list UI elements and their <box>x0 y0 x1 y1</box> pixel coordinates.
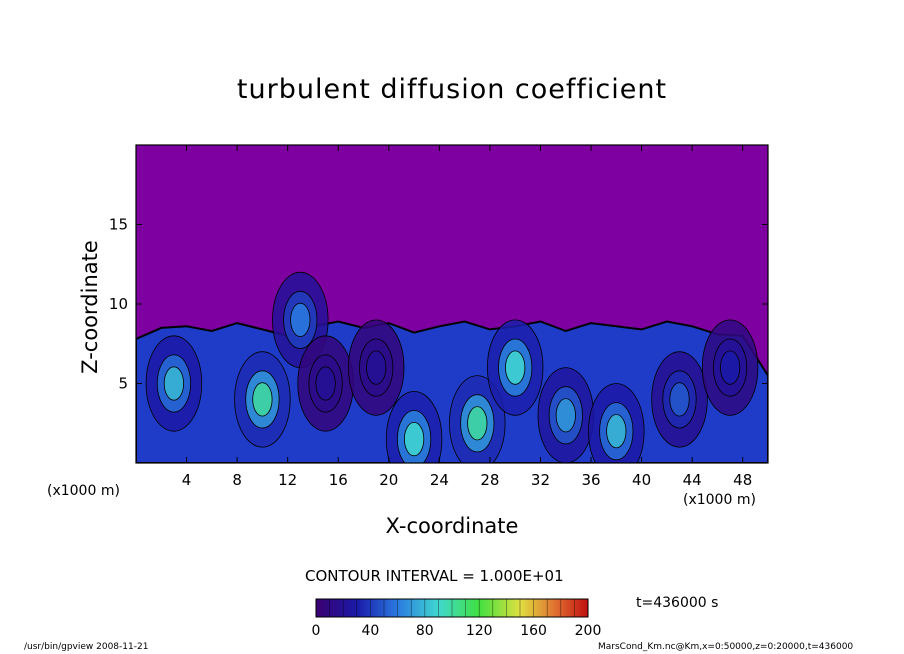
plume-10 <box>651 351 708 448</box>
plume-5 <box>385 391 443 463</box>
plume-0 <box>145 335 203 432</box>
footer-data-source: MarsCond_Km.nc@Km,x=0:50000,z=0:20000,t=… <box>598 642 854 652</box>
x-tick-label: 12 <box>278 471 297 489</box>
x-tick-label: 24 <box>430 471 449 489</box>
y-tick-label: 15 <box>109 216 128 234</box>
colorbar-contour-lines <box>315 599 589 617</box>
colorbar-tick-label: 40 <box>361 623 379 639</box>
y-tick-label: 5 <box>118 375 128 393</box>
x-tick-label: 20 <box>379 471 398 489</box>
chart-title: turbulent diffusion coefficient <box>236 74 668 105</box>
colorbar: 0 40 80 120 160 200 <box>312 598 602 639</box>
plume-1 <box>234 351 291 448</box>
plume-7 <box>487 319 544 416</box>
x-unit-label-right: (x1000 m) <box>683 492 756 508</box>
heatmap-field <box>136 271 768 463</box>
contour-interval-label: CONTOUR INTERVAL = 1.000E+01 <box>305 567 564 585</box>
y-axis: 5 10 15 <box>109 216 768 393</box>
x-unit-label-left: (x1000 m) <box>47 483 120 499</box>
colorbar-tick-label: 80 <box>416 623 434 639</box>
colorbar-tick-label: 120 <box>466 623 493 639</box>
colorbar-ticks: 0 40 80 120 160 200 <box>312 623 602 639</box>
x-tick-label: 44 <box>683 471 702 489</box>
x-tick-label: 8 <box>232 471 242 489</box>
x-tick-label: 4 <box>182 471 192 489</box>
x-tick-label: 40 <box>632 471 651 489</box>
x-tick-label: 28 <box>480 471 499 489</box>
y-tick-label: 10 <box>109 295 128 313</box>
time-label: t=436000 s <box>636 595 719 611</box>
footer-program-date: /usr/bin/gpview 2008-11-21 <box>24 642 149 652</box>
x-tick-label: 32 <box>531 471 550 489</box>
colorbar-tick-label: 160 <box>520 623 547 639</box>
x-axis: 4 8 12 16 20 24 28 32 36 40 44 48 <box>182 145 752 489</box>
plume-11 <box>701 319 759 416</box>
x-axis-label: X-coordinate <box>385 514 519 538</box>
plume-6 <box>449 375 506 463</box>
plume-9 <box>588 383 645 463</box>
plume-8 <box>537 367 594 463</box>
x-tick-label: 36 <box>581 471 600 489</box>
colorbar-tick-label: 0 <box>312 623 321 639</box>
x-tick-label: 48 <box>733 471 752 489</box>
colorbar-tick-label: 200 <box>575 623 602 639</box>
y-axis-label: Z-coordinate <box>78 240 102 374</box>
plume-3 <box>297 335 354 432</box>
x-tick-label: 16 <box>329 471 348 489</box>
plume-4 <box>348 319 405 416</box>
